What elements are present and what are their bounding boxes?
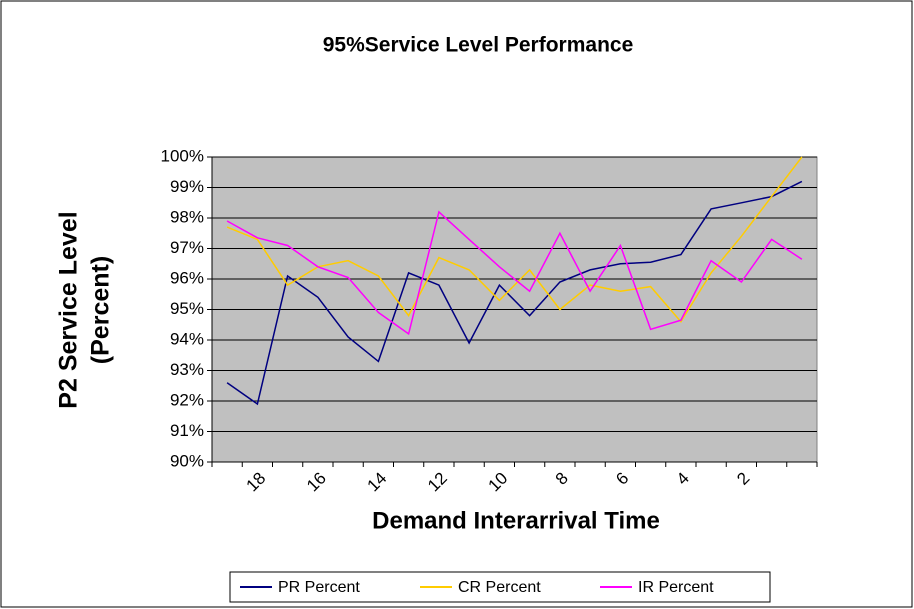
series-line bbox=[226, 180, 803, 406]
y-tick-label: 99% bbox=[170, 177, 204, 196]
y-tick-label: 94% bbox=[170, 329, 204, 348]
legend-box bbox=[229, 571, 771, 603]
legend-label: CR Percent bbox=[458, 579, 541, 596]
x-axis-title: Demand Interarrival Time bbox=[372, 507, 660, 534]
legend-label: PR Percent bbox=[278, 579, 360, 596]
series-line bbox=[226, 156, 803, 323]
y-tick-label: 93% bbox=[170, 360, 204, 379]
y-tick-label: 96% bbox=[170, 268, 204, 287]
y-tick-label: 100% bbox=[161, 146, 204, 165]
legend-label: IR Percent bbox=[638, 579, 714, 596]
y-axis-title: P2 Service Level (Percent) bbox=[55, 211, 115, 408]
y-tick-label: 90% bbox=[170, 451, 204, 470]
y-tick-label: 97% bbox=[170, 238, 204, 257]
y-tick-label: 95% bbox=[170, 299, 204, 318]
y-tick-label: 92% bbox=[170, 390, 204, 409]
chart-title: 95%Service Level Performance bbox=[323, 34, 634, 57]
y-tick-label: 91% bbox=[170, 421, 204, 440]
y-axis-title-line: (Percent) bbox=[87, 256, 115, 364]
y-tick-label: 98% bbox=[170, 207, 204, 226]
series-line bbox=[226, 210, 803, 336]
y-axis-title-line: P2 Service Level bbox=[55, 211, 83, 408]
